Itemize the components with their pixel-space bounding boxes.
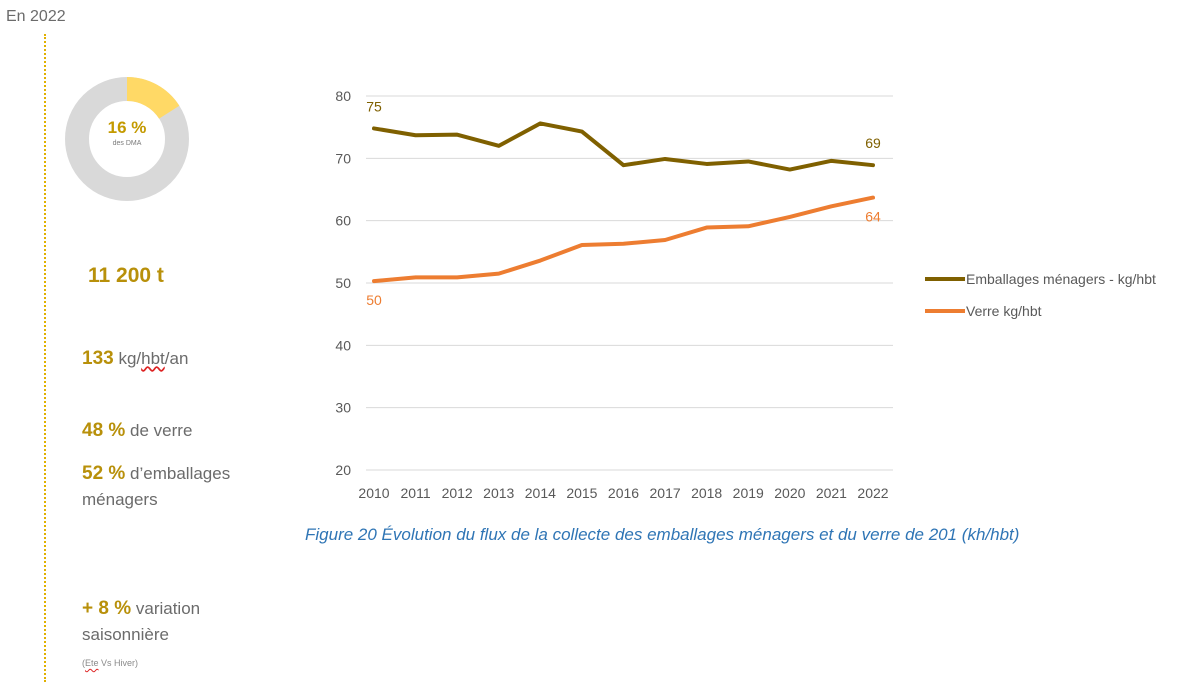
per-capita-value: 133 [82, 348, 114, 369]
x-tick-layer: 2010 2011 2012 2013 2014 2015 2016 2017 2018 2019… [358, 485, 888, 501]
donut-percent: 16 % [107, 118, 147, 137]
data-label: 64 [865, 209, 881, 225]
x-tick-label: 2016 [608, 485, 639, 501]
x-tick-label: 2018 [691, 485, 722, 501]
x-tick-label: 2022 [857, 485, 888, 501]
legend-label: Emballages ménagers - kg/hbt [966, 271, 1156, 287]
donut-slice [126, 77, 180, 120]
y-tick-layer: 20 30 40 50 60 70 80 [335, 88, 351, 478]
packaging-share-label-1: d’emballages [130, 464, 231, 483]
series-line-emballages [372, 121, 875, 172]
x-tick-label: 2012 [442, 485, 473, 501]
tonnage-value: 11 200 t [88, 264, 164, 287]
per-capita-unit-c: /an [164, 349, 189, 368]
y-tick-label: 70 [335, 150, 351, 166]
y-tick-label: 40 [335, 337, 351, 353]
grid-layer [366, 95, 893, 471]
seasonal-variation-value: + 8 % [82, 598, 132, 619]
figure-caption: Figure 20 Évolution du flux de la collec… [305, 525, 1020, 544]
glass-share-label: de verre [130, 421, 193, 440]
x-tick-label: 2020 [774, 485, 805, 501]
glass-share-stat: 48 % de verre [82, 420, 192, 442]
x-tick-label: 2017 [650, 485, 681, 501]
seasonal-variation-label-2: saisonnière [82, 625, 169, 644]
y-tick-label: 20 [335, 462, 351, 478]
per-capita-unit-b: hbt [141, 349, 165, 368]
per-capita-stat: 133 kg/hbt/an [82, 348, 188, 370]
data-label: 75 [366, 98, 382, 114]
packaging-share-stat: 52 % d’emballages ménagers [82, 461, 230, 513]
y-tick-label: 60 [335, 213, 351, 229]
timeline-dotted-line [44, 34, 46, 682]
year-label: En 2022 [6, 8, 66, 25]
legend-label: Verre kg/hbt [966, 303, 1042, 319]
x-tick-label: 2014 [525, 485, 556, 501]
packaging-share-label-2: ménagers [82, 490, 158, 509]
x-tick-label: 2015 [566, 485, 597, 501]
y-tick-label: 30 [335, 400, 351, 416]
x-tick-label: 2010 [358, 485, 389, 501]
glass-share-value: 48 % [82, 420, 126, 441]
data-label: 69 [865, 135, 881, 151]
seasonal-variation-label-1: variation [135, 599, 201, 618]
data-label: 50 [366, 292, 382, 308]
series-layer [372, 121, 875, 284]
share-donut-chart [65, 77, 189, 201]
x-tick-label: 2021 [816, 485, 847, 501]
x-tick-label: 2011 [401, 485, 431, 501]
legend: Emballages ménagers - kg/hbt Verre kg/hbt [925, 271, 1156, 319]
y-tick-label: 80 [335, 88, 351, 104]
x-tick-label: 2019 [733, 485, 764, 501]
donut-subtitle: des DMA [112, 140, 142, 147]
x-tick-label: 2013 [483, 485, 514, 501]
y-tick-label: 50 [335, 275, 351, 291]
data-label-layer: 75 69 50 64 [366, 98, 881, 308]
seasonal-note: (Ete Vs Hiver) [82, 658, 139, 668]
series-line-verre [372, 195, 875, 284]
packaging-share-value: 52 % [82, 463, 126, 484]
seasonal-variation-stat: + 8 % variation saisonnière (Ete Vs Hive… [82, 596, 200, 676]
per-capita-unit-a: kg/ [118, 349, 142, 368]
